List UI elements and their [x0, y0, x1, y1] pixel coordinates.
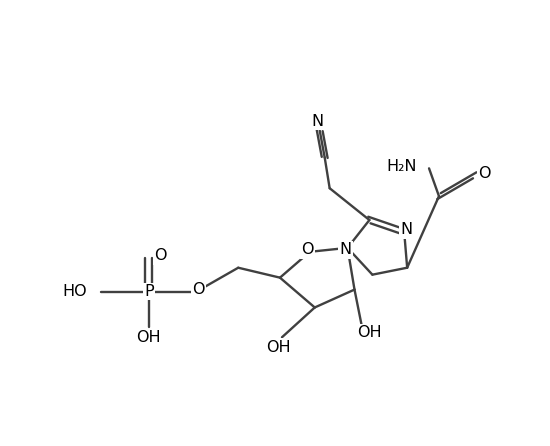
Text: OH: OH	[266, 340, 290, 355]
Text: O: O	[301, 242, 314, 257]
Text: N: N	[400, 223, 412, 237]
Text: HO: HO	[63, 284, 87, 299]
Text: O: O	[155, 248, 167, 263]
Text: O: O	[192, 282, 205, 297]
Text: O: O	[478, 166, 491, 181]
Text: N: N	[312, 114, 324, 129]
Text: P: P	[144, 284, 153, 299]
Text: OH: OH	[136, 330, 161, 345]
Text: OH: OH	[357, 325, 382, 340]
Text: H₂N: H₂N	[387, 159, 417, 174]
Text: N: N	[339, 242, 351, 257]
